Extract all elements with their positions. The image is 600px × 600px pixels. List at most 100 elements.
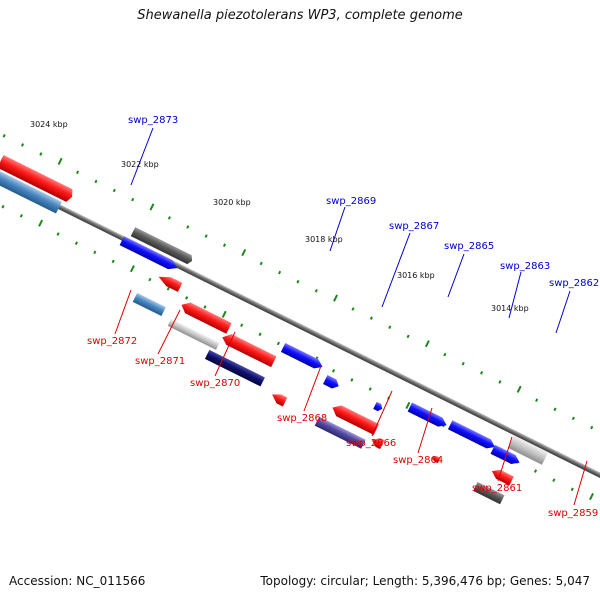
minor-tick — [535, 398, 539, 402]
minor-tick — [590, 425, 594, 430]
ruler-ticks-outer — [2, 134, 594, 430]
minor-tick — [443, 352, 447, 357]
gene-feature-swp-2871-red[interactable] — [179, 299, 232, 334]
minor-tick — [131, 197, 135, 202]
gene-feature-gray[interactable] — [130, 227, 195, 265]
kbp-label: 3014 kbp — [491, 304, 529, 313]
major-tick — [333, 294, 339, 302]
minor-tick — [498, 380, 502, 384]
gene-feature-swp-2868[interactable] — [269, 391, 288, 407]
minor-tick — [185, 296, 189, 300]
gene-label-reverse[interactable]: swp_2871 — [135, 356, 185, 367]
gene-label-forward[interactable]: swp_2865 — [444, 241, 494, 252]
forward-strand-features — [0, 155, 549, 467]
major-tick — [241, 248, 247, 257]
gene-feature-lightgray-right[interactable] — [507, 435, 549, 465]
minor-tick — [388, 325, 392, 330]
callout-swp-2861 — [497, 436, 513, 482]
callout-swp-2870 — [214, 331, 236, 377]
minor-tick — [93, 250, 97, 255]
gene-feature-swp-2869[interactable] — [280, 342, 325, 372]
genome-backbone — [0, 140, 600, 502]
gene-labels: swp_2873 swp_2869 swp_2867 swp_2865 swp_… — [87, 115, 599, 519]
gene-feature-red-mid[interactable] — [220, 331, 277, 368]
gene-feature-swp-2861[interactable] — [431, 454, 441, 464]
gene-feature-swp-2862[interactable] — [447, 420, 497, 451]
gene-feature-swp-2871[interactable] — [167, 318, 220, 350]
gene-feature-swp-2872[interactable] — [132, 292, 166, 317]
gene-label-forward[interactable]: swp_2867 — [389, 221, 439, 232]
gene-label-reverse[interactable]: swp_2868 — [277, 413, 327, 424]
gene-label-reverse[interactable]: swp_2866 — [346, 438, 396, 449]
minor-tick — [1, 204, 5, 209]
minor-tick — [204, 234, 208, 238]
minor-tick — [479, 371, 484, 375]
callout-swp-2873 — [130, 127, 154, 186]
gene-feature-red[interactable] — [0, 155, 75, 203]
genome-title: Shewanella piezotolerans WP3, complete g… — [137, 8, 463, 23]
gene-label-forward[interactable]: swp_2869 — [326, 196, 376, 207]
gene-label-forward[interactable]: swp_2863 — [500, 261, 550, 272]
minor-tick — [112, 188, 116, 193]
callout-swp-2862 — [555, 290, 571, 334]
minor-tick — [552, 478, 556, 482]
kbp-label: 3020 kbp — [213, 198, 251, 207]
callout-swp-2869 — [329, 206, 346, 252]
minor-tick — [94, 179, 98, 184]
label-callouts — [114, 127, 588, 506]
major-tick — [149, 203, 155, 211]
kbp-label: 3018 kbp — [305, 235, 343, 244]
callout-swp-2863 — [508, 271, 522, 319]
gene-label-forward[interactable]: swp_2862 — [549, 278, 599, 289]
accession-label: Accession: NC_011566 — [9, 574, 146, 588]
ruler-labels: 3024 kbp 3022 kbp 3020 kbp 3018 kbp 3016… — [30, 120, 529, 313]
minor-tick — [186, 225, 190, 229]
callout-swp-2871 — [157, 309, 181, 355]
minor-tick — [111, 259, 115, 264]
gene-feature-swp-2866[interactable] — [314, 416, 366, 449]
gene-feature-swp-2870[interactable] — [204, 349, 265, 387]
gene-label-forward[interactable]: swp_2873 — [128, 115, 178, 126]
callout-swp-2872 — [114, 289, 132, 335]
gene-feature-swp-2859[interactable] — [473, 481, 505, 505]
gene-label-reverse[interactable]: swp_2864 — [393, 455, 443, 466]
minor-tick — [571, 416, 575, 421]
callout-swp-2867 — [381, 232, 411, 308]
gene-label-reverse[interactable]: swp_2859 — [548, 508, 598, 519]
minor-tick — [166, 286, 170, 291]
gene-feature-red-small[interactable] — [156, 272, 183, 292]
minor-tick — [331, 368, 336, 373]
minor-tick — [368, 387, 372, 391]
minor-tick — [148, 277, 152, 282]
minor-tick — [2, 134, 6, 138]
reverse-strand-features — [0, 169, 514, 505]
major-tick — [129, 265, 135, 273]
gene-feature-swp-2863[interactable] — [407, 402, 449, 430]
gene-feature-blue-right[interactable] — [490, 444, 522, 467]
gene-label-reverse[interactable]: swp_2870 — [190, 378, 240, 389]
gene-feature-steel-left[interactable] — [0, 169, 62, 214]
minor-tick — [276, 341, 280, 346]
callout-swp-2865 — [447, 253, 465, 298]
minor-tick — [570, 487, 574, 492]
gene-label-reverse[interactable]: swp_2872 — [87, 336, 137, 347]
minor-tick — [167, 216, 171, 220]
major-tick — [589, 493, 594, 501]
minor-tick — [74, 241, 79, 245]
gene-feature-swp-2865[interactable] — [373, 401, 384, 413]
major-tick — [516, 385, 522, 393]
gene-feature-swp-2866-red[interactable] — [330, 402, 380, 435]
gene-feature-swp-2864[interactable] — [370, 435, 385, 450]
minor-tick — [461, 361, 465, 366]
genome-track — [0, 134, 600, 505]
kbp-label: 3022 kbp — [121, 160, 159, 169]
minor-tick — [533, 469, 538, 473]
kbp-label: 3016 kbp — [397, 271, 435, 280]
gene-label-reverse[interactable]: swp_2861 — [472, 483, 522, 494]
gene-feature-swp-2859-red[interactable] — [490, 467, 514, 486]
minor-tick — [369, 316, 373, 320]
gene-feature-swp-2867[interactable] — [323, 375, 341, 391]
gene-feature-swp-2873[interactable] — [119, 236, 180, 273]
